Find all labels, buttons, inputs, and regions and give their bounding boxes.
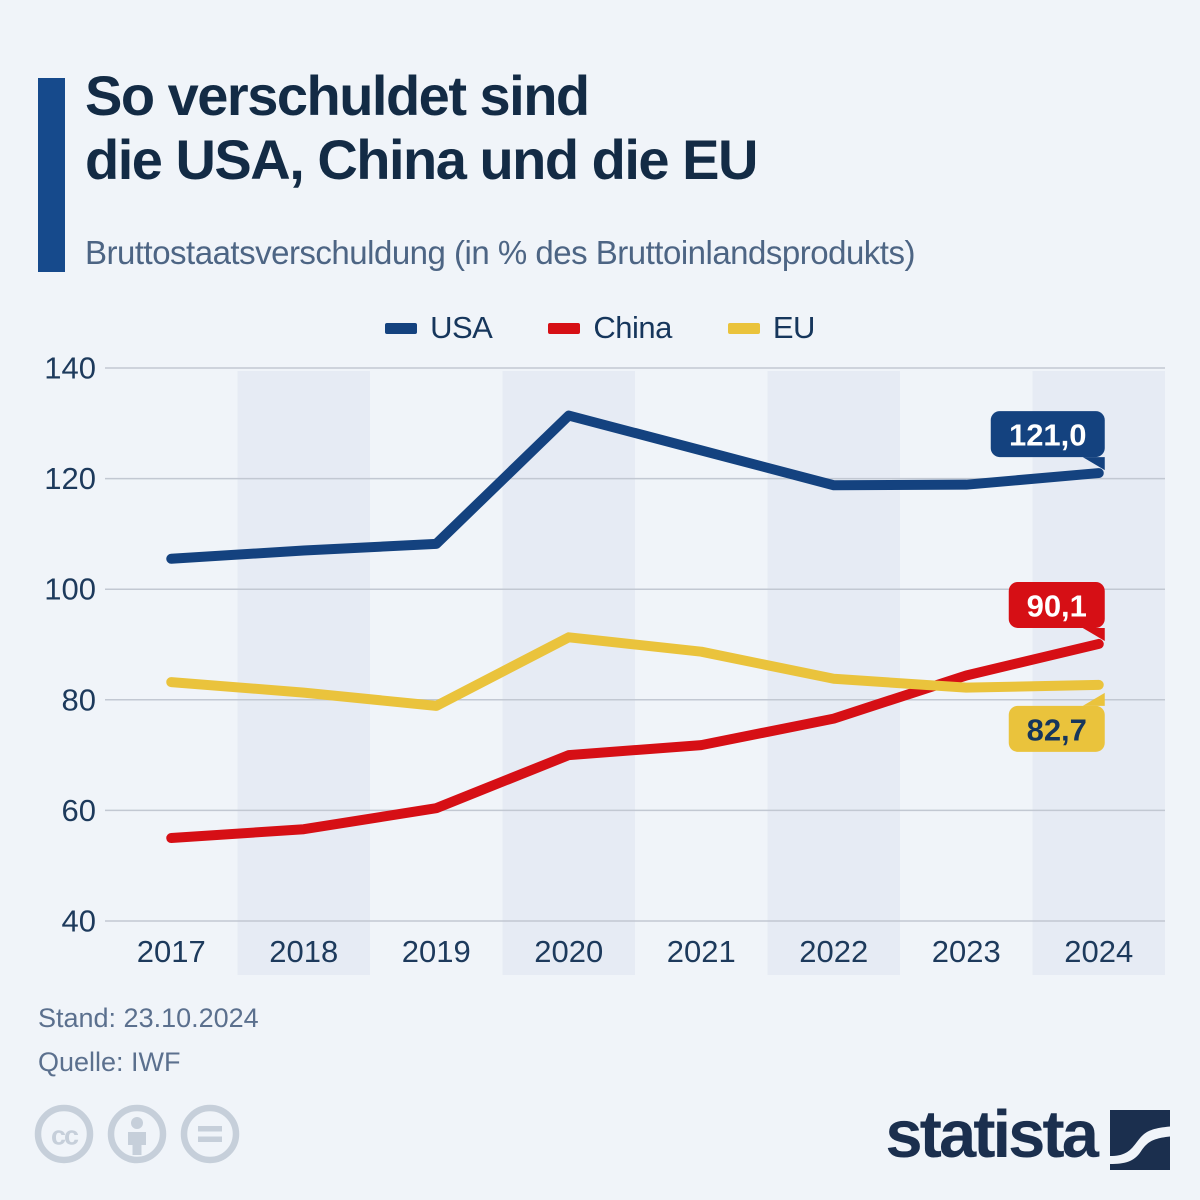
x-tick-label-2021: 2021 xyxy=(667,934,736,969)
source-label: Quelle: IWF xyxy=(38,1047,181,1077)
statista-logotype: statista xyxy=(885,1097,1099,1172)
chart-subtitle: Bruttostaatsverschuldung (in % des Brutt… xyxy=(85,234,915,271)
x-tick-label-2018: 2018 xyxy=(269,934,338,969)
x-tick-label-2017: 2017 xyxy=(137,934,206,969)
value-callout-label-usa: 121,0 xyxy=(1009,418,1087,453)
x-tick-label-2022: 2022 xyxy=(799,934,868,969)
x-tick-label-2019: 2019 xyxy=(402,934,471,969)
value-callout-usa xyxy=(990,411,1105,458)
cc-by-person-icon xyxy=(107,1104,167,1164)
value-callout-china xyxy=(1008,581,1105,628)
y-tick-label-120: 120 xyxy=(44,461,96,496)
y-tick-label-80: 80 xyxy=(62,682,96,717)
legend-swatch-usa xyxy=(385,322,418,334)
legend-label-usa: USA xyxy=(430,310,493,345)
y-tick-label-40: 40 xyxy=(62,904,96,939)
column-band-2020 xyxy=(502,371,635,975)
legend-label-eu: EU xyxy=(772,310,816,345)
chart-legend: USA China EU xyxy=(0,310,1200,346)
y-tick-label-60: 60 xyxy=(62,793,96,828)
cc-license-icons: cc xyxy=(32,1102,242,1166)
title-line-2: die USA, China und die EU xyxy=(85,128,758,191)
value-callout-label-china: 90,1 xyxy=(1027,588,1087,623)
legend-item-usa: USA xyxy=(385,310,493,346)
value-callout-tail-usa xyxy=(1082,457,1105,471)
column-band-2018 xyxy=(237,371,370,975)
statista-logo-icon xyxy=(1110,1109,1170,1170)
x-tick-label-2020: 2020 xyxy=(534,934,603,969)
statista-branding: statista xyxy=(885,1096,1170,1173)
y-tick-label-140: 140 xyxy=(44,351,96,386)
cc-nd-equals-icon xyxy=(180,1104,240,1164)
legend-label-china: China xyxy=(593,310,672,345)
legend-item-eu: EU xyxy=(727,310,816,346)
page-title: So verschuldet sind die USA, China und di… xyxy=(85,64,758,192)
svg-text:cc: cc xyxy=(51,1121,79,1151)
value-callout-label-eu: 82,7 xyxy=(1027,712,1087,747)
value-callout-tail-china xyxy=(1082,627,1105,641)
series-line-usa xyxy=(166,410,1104,564)
legend-swatch-eu xyxy=(727,322,760,334)
y-tick-label-100: 100 xyxy=(44,572,96,607)
series-line-eu xyxy=(166,632,1104,711)
cc-icon: cc xyxy=(34,1104,94,1164)
value-callout-tail-eu xyxy=(1082,692,1105,706)
x-tick-label-2023: 2023 xyxy=(932,934,1001,969)
stand-date: Stand: 23.10.2024 xyxy=(38,1003,259,1033)
legend-swatch-china xyxy=(548,322,581,334)
value-callout-eu xyxy=(1008,705,1105,752)
footnote: Stand: 23.10.2024 Quelle: IWF xyxy=(38,996,259,1084)
legend-item-china: China xyxy=(548,310,672,346)
x-tick-label-2024: 2024 xyxy=(1064,934,1133,969)
title-line-1: So verschuldet sind xyxy=(85,64,590,127)
title-accent-bar xyxy=(38,78,65,272)
